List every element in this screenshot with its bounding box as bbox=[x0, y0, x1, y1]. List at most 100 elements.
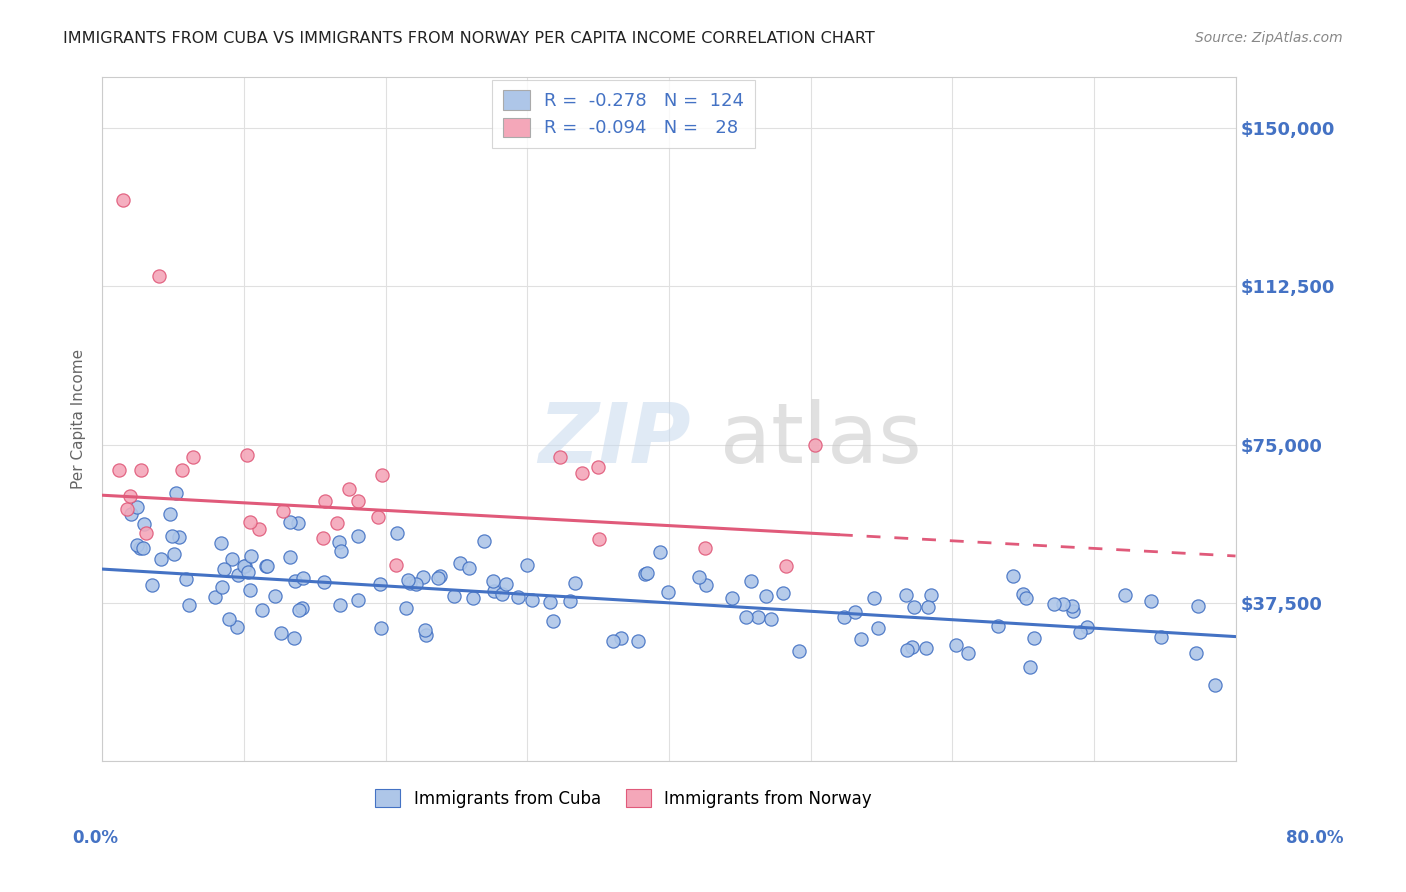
Point bbox=[135, 525, 157, 540]
Point bbox=[412, 569, 434, 583]
Point bbox=[247, 522, 270, 536]
Point bbox=[548, 450, 571, 464]
Text: 80.0%: 80.0% bbox=[1286, 829, 1343, 847]
Point bbox=[291, 601, 314, 615]
Point bbox=[472, 533, 495, 548]
Point bbox=[131, 463, 153, 477]
Point bbox=[117, 502, 139, 516]
Point bbox=[1076, 620, 1098, 634]
Point bbox=[538, 595, 561, 609]
Point bbox=[740, 574, 762, 589]
Point bbox=[218, 612, 240, 626]
Point bbox=[347, 529, 370, 543]
Point bbox=[541, 615, 564, 629]
Point bbox=[337, 482, 360, 496]
Point bbox=[571, 466, 593, 480]
Point bbox=[204, 591, 226, 605]
Point bbox=[149, 551, 172, 566]
Point bbox=[181, 450, 204, 465]
Point bbox=[427, 571, 450, 585]
Point bbox=[370, 621, 392, 635]
Point bbox=[330, 544, 353, 558]
Point bbox=[314, 494, 336, 508]
Point bbox=[634, 566, 657, 581]
Point bbox=[920, 588, 942, 602]
Point bbox=[896, 643, 918, 657]
Point bbox=[125, 538, 148, 552]
Point bbox=[283, 631, 305, 645]
Point bbox=[735, 610, 758, 624]
Point bbox=[326, 516, 349, 530]
Legend: Immigrants from Cuba, Immigrants from Norway: Immigrants from Cuba, Immigrants from No… bbox=[368, 782, 879, 814]
Point bbox=[787, 643, 810, 657]
Point bbox=[225, 620, 247, 634]
Point bbox=[586, 460, 609, 475]
Point bbox=[482, 574, 505, 588]
Point bbox=[314, 575, 336, 590]
Point bbox=[461, 591, 484, 606]
Point bbox=[903, 599, 925, 614]
Point bbox=[516, 558, 538, 572]
Point bbox=[239, 583, 262, 598]
Point bbox=[256, 559, 278, 574]
Point bbox=[170, 463, 193, 477]
Point bbox=[120, 489, 142, 503]
Point bbox=[347, 593, 370, 607]
Point bbox=[1014, 591, 1036, 605]
Point bbox=[347, 494, 370, 508]
Point bbox=[564, 576, 586, 591]
Point bbox=[160, 529, 183, 543]
Point bbox=[429, 569, 451, 583]
Point bbox=[174, 572, 197, 586]
Point bbox=[987, 618, 1010, 632]
Point bbox=[211, 580, 233, 594]
Point bbox=[235, 448, 257, 462]
Point bbox=[804, 437, 827, 451]
Point bbox=[588, 532, 610, 546]
Point bbox=[399, 576, 422, 591]
Point bbox=[250, 603, 273, 617]
Point bbox=[387, 526, 409, 541]
Point bbox=[177, 598, 200, 612]
Point bbox=[491, 587, 513, 601]
Point bbox=[236, 566, 259, 580]
Point bbox=[312, 531, 335, 545]
Text: IMMIGRANTS FROM CUBA VS IMMIGRANTS FROM NORWAY PER CAPITA INCOME CORRELATION CHA: IMMIGRANTS FROM CUBA VS IMMIGRANTS FROM … bbox=[63, 31, 875, 46]
Point bbox=[775, 559, 797, 574]
Point bbox=[120, 507, 142, 521]
Point bbox=[132, 517, 155, 532]
Point bbox=[263, 589, 285, 603]
Point bbox=[212, 561, 235, 575]
Point bbox=[636, 566, 658, 581]
Point bbox=[396, 573, 419, 587]
Point bbox=[284, 574, 307, 589]
Point bbox=[1022, 631, 1045, 645]
Point bbox=[367, 509, 389, 524]
Text: atlas: atlas bbox=[720, 400, 921, 480]
Point bbox=[148, 268, 170, 283]
Point bbox=[239, 549, 262, 563]
Point bbox=[721, 591, 744, 605]
Point bbox=[370, 468, 392, 483]
Point bbox=[626, 633, 648, 648]
Point bbox=[221, 552, 243, 566]
Point bbox=[522, 592, 544, 607]
Point bbox=[291, 571, 314, 585]
Point bbox=[558, 593, 581, 607]
Point bbox=[449, 556, 471, 570]
Point bbox=[159, 508, 181, 522]
Point bbox=[270, 626, 292, 640]
Point bbox=[395, 600, 418, 615]
Point bbox=[278, 516, 301, 530]
Point bbox=[1043, 598, 1066, 612]
Point bbox=[1062, 604, 1084, 618]
Point bbox=[759, 611, 782, 625]
Point bbox=[131, 541, 153, 556]
Point bbox=[112, 193, 135, 207]
Point bbox=[239, 515, 262, 529]
Point bbox=[125, 500, 148, 514]
Text: Source: ZipAtlas.com: Source: ZipAtlas.com bbox=[1195, 31, 1343, 45]
Point bbox=[1052, 597, 1074, 611]
Point bbox=[1187, 599, 1209, 614]
Point bbox=[602, 634, 624, 648]
